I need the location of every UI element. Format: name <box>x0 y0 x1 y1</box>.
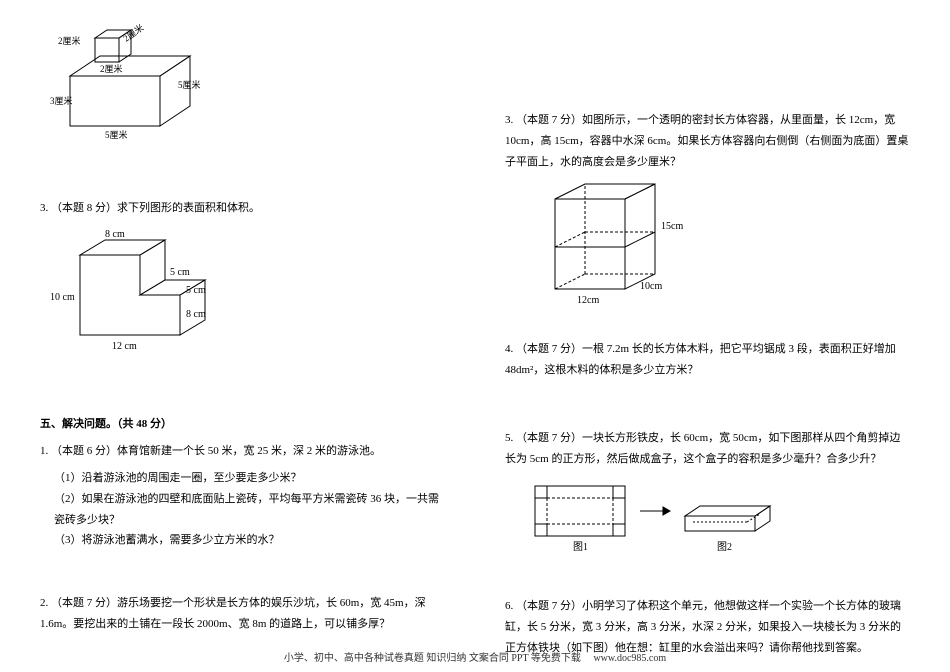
label-10cm: 10cm <box>640 281 662 292</box>
label-5cm-r1: 5 cm <box>170 267 190 278</box>
q2-text: 2. （本题 7 分）游乐场要挖一个形状是长方体的娱乐沙坑，长 60m，宽 45… <box>40 593 445 635</box>
section5-title: 五、解决问题。（共 48 分） <box>40 415 445 431</box>
q1-stem: 1. （本题 6 分）体育馆新建一个长 50 米，宽 25 米，深 2 米的游泳… <box>40 441 445 462</box>
label-5cm-w: 5厘米 <box>105 129 128 140</box>
label-12cm-bottom: 12 cm <box>112 341 137 352</box>
label-fig1: 图1 <box>573 541 588 553</box>
label-8cm-r3: 8 cm <box>186 309 206 320</box>
cube-on-cuboid-svg: 2厘米 2厘米 2厘米 3厘米 5厘米 5厘米 <box>50 16 230 146</box>
q1-s2: （2）如果在游泳池的四壁和底面贴上瓷砖，平均每平方米需瓷砖 36 块，一共需瓷砖… <box>40 489 445 531</box>
q1-s1: （1）沿着游泳池的周围走一圈，至少要走多少米？ <box>40 468 445 489</box>
figure-box: 图1 图2 <box>525 476 910 556</box>
label-fig2: 图2 <box>717 541 732 553</box>
label-3cm: 3厘米 <box>50 95 73 106</box>
label-15cm: 15cm <box>661 221 683 232</box>
l-solid-svg: 8 cm 5 cm 5 cm 8 cm 10 cm 12 cm <box>50 225 250 355</box>
label-5cm-d: 5厘米 <box>178 79 201 90</box>
footer-url: www.doc985.com <box>593 653 666 664</box>
label-12cm: 12cm <box>577 295 599 306</box>
label-2cm-a: 2厘米 <box>58 35 81 46</box>
container-svg: 15cm 10cm 12cm <box>535 179 715 309</box>
figure-container: 15cm 10cm 12cm <box>535 179 910 309</box>
figure-l-solid: 8 cm 5 cm 5 cm 8 cm 10 cm 12 cm <box>50 225 445 355</box>
figure-cube-on-cuboid: 2厘米 2厘米 2厘米 3厘米 5厘米 5厘米 <box>50 16 445 146</box>
q4-text: 4. （本题 7 分）一根 7.2m 长的长方体木料，把它平均锯成 3 段，表面… <box>505 339 910 381</box>
label-2cm-b: 2厘米 <box>100 63 123 74</box>
left-column: 2厘米 2厘米 2厘米 3厘米 5厘米 5厘米 3. （本题 8 分）求下列图形… <box>0 0 475 640</box>
box-svg: 图1 图2 <box>525 476 785 556</box>
label-5cm-r2: 5 cm <box>186 285 206 296</box>
label-2cm-c: 2厘米 <box>121 22 146 44</box>
q3r-text: 3. （本题 7 分）如图所示，一个透明的密封长方体容器，从里面量，长 12cm… <box>505 110 910 173</box>
footer-text: 小学、初中、高中各种试卷真题 知识归纳 文案合同 PPT 等免费下载 <box>284 653 581 664</box>
right-column: 3. （本题 7 分）如图所示，一个透明的密封长方体容器，从里面量，长 12cm… <box>475 0 950 640</box>
page: 2厘米 2厘米 2厘米 3厘米 5厘米 5厘米 3. （本题 8 分）求下列图形… <box>0 0 950 640</box>
q5-text: 5. （本题 7 分）一块长方形铁皮，长 60cm，宽 50cm，如下图那样从四… <box>505 428 910 470</box>
page-footer: 小学、初中、高中各种试卷真题 知识归纳 文案合同 PPT 等免费下载 www.d… <box>0 649 950 664</box>
label-10cm-left: 10 cm <box>50 292 75 303</box>
q3-left-text: 3. （本题 8 分）求下列图形的表面积和体积。 <box>40 198 445 219</box>
label-8cm-top: 8 cm <box>105 229 125 240</box>
q1-s3: （3）将游泳池蓄满水，需要多少立方米的水？ <box>40 530 445 551</box>
